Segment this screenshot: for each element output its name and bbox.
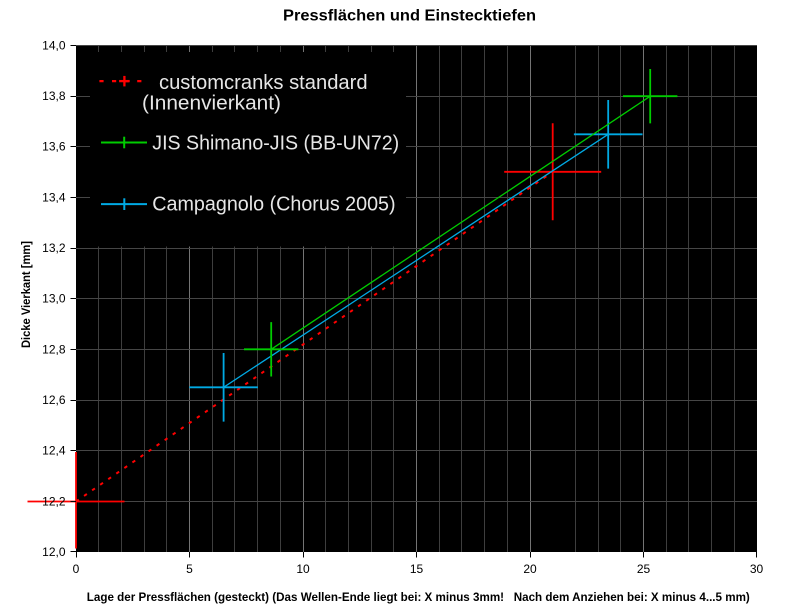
svg-text:12,4: 12,4	[42, 444, 66, 458]
svg-text:30: 30	[750, 562, 764, 576]
svg-text:10: 10	[296, 562, 310, 576]
svg-text:(Innenvierkant): (Innenvierkant)	[142, 93, 281, 115]
svg-text:12,0: 12,0	[42, 545, 66, 559]
svg-text:15: 15	[410, 562, 424, 576]
svg-text:13,6: 13,6	[42, 140, 66, 154]
svg-text:12,6: 12,6	[42, 393, 66, 407]
svg-text:13,8: 13,8	[42, 89, 66, 103]
svg-text:12,2: 12,2	[42, 494, 66, 508]
svg-text:13,4: 13,4	[42, 190, 66, 204]
svg-text:12,8: 12,8	[42, 342, 66, 356]
svg-text:20: 20	[523, 562, 537, 576]
svg-text:Pressflächen und Einstecktiefe: Pressflächen und Einstecktiefen	[283, 8, 536, 25]
svg-text:Dicke Vierkant [mm]: Dicke Vierkant [mm]	[19, 241, 33, 348]
svg-text:customcranks standard: customcranks standard	[159, 72, 368, 94]
svg-text:JIS Shimano-JIS (BB-UN72): JIS Shimano-JIS (BB-UN72)	[152, 133, 399, 155]
svg-text:25: 25	[637, 562, 651, 576]
svg-text:Lage der Pressflächen (gesteck: Lage der Pressflächen (gesteckt) (Das We…	[87, 590, 750, 604]
svg-text:13,2: 13,2	[42, 241, 66, 255]
svg-text:14,0: 14,0	[42, 38, 66, 52]
svg-text:0: 0	[73, 562, 80, 576]
svg-text:5: 5	[186, 562, 193, 576]
svg-text:13,0: 13,0	[42, 292, 66, 306]
svg-text:Campagnolo (Chorus 2005): Campagnolo (Chorus 2005)	[152, 194, 395, 216]
